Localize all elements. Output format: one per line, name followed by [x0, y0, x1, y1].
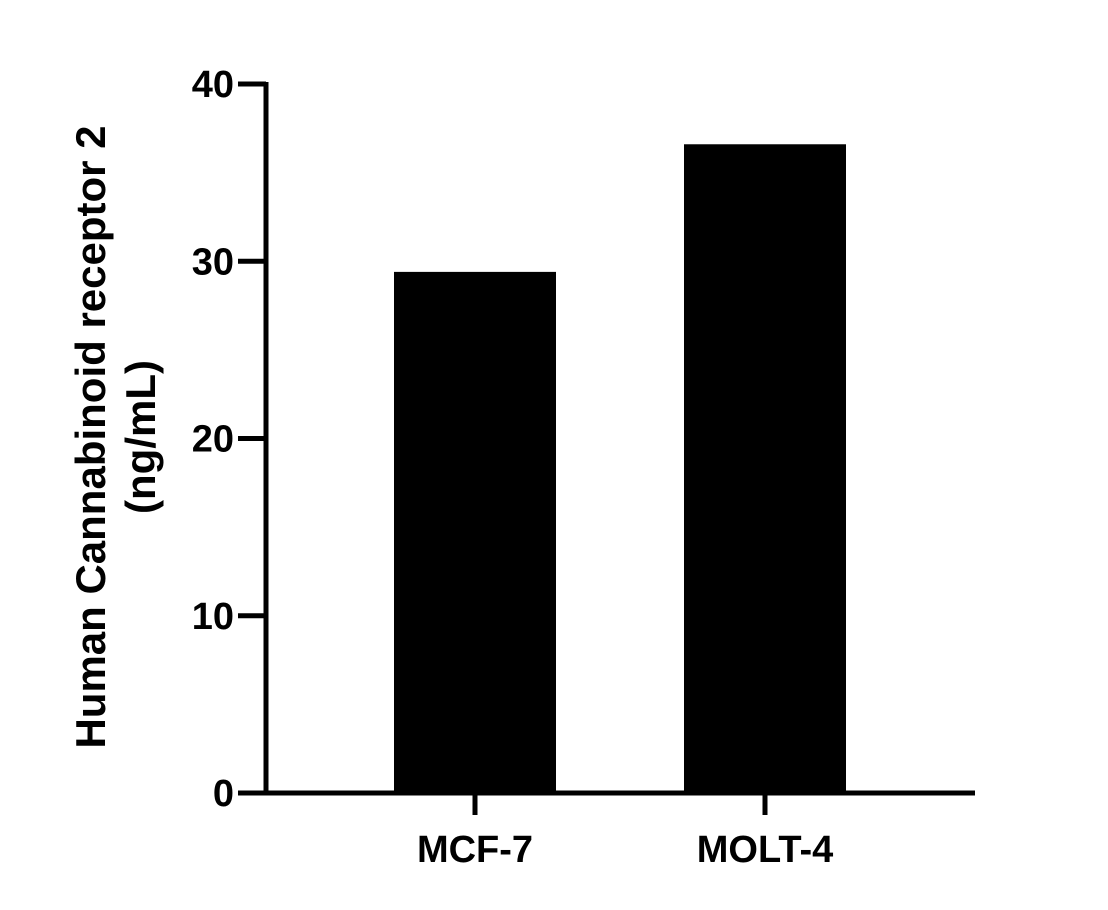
- x-tick-label-molt-4: MOLT-4: [697, 829, 834, 871]
- y-tick-label-20: 20: [192, 419, 234, 461]
- y-axis-title-line-1: Human Cannabinoid receptor 2: [67, 125, 114, 748]
- y-axis-title: Human Cannabinoid receptor 2 (ng/mL): [67, 125, 164, 748]
- y-tick-label-10: 10: [192, 596, 234, 638]
- y-axis: 0 10 20 30 40: [192, 64, 269, 815]
- bar-mcf-7: [394, 271, 556, 793]
- bars-group: [394, 144, 846, 793]
- y-axis-title-line-2: (ng/mL): [117, 360, 164, 514]
- y-tick-label-40: 40: [192, 64, 234, 106]
- y-tick-label-30: 30: [192, 241, 234, 283]
- x-tick-label-mcf-7: MCF-7: [417, 829, 533, 871]
- x-axis: MCF-7 MOLT-4: [264, 790, 975, 871]
- bar-molt-4: [684, 144, 846, 793]
- y-tick-label-0: 0: [213, 773, 234, 815]
